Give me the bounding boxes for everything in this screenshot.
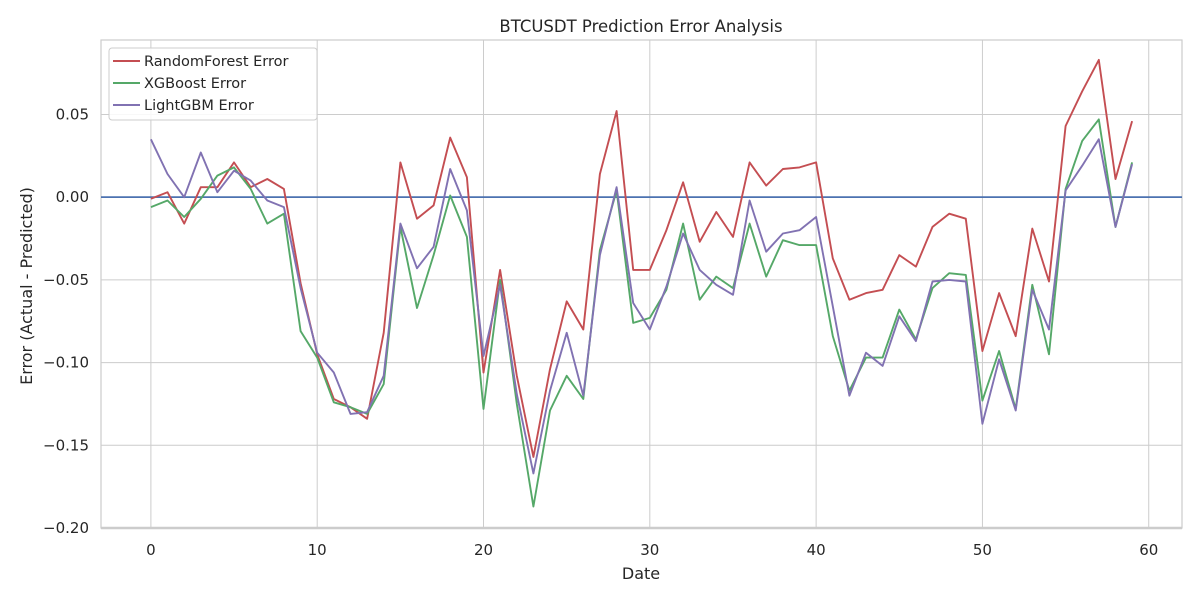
y-tick-label: −0.15 — [43, 436, 89, 454]
x-tick-label: 20 — [474, 541, 493, 559]
legend-entry-label: XGBoost Error — [144, 76, 246, 92]
y-tick-label: −0.20 — [43, 519, 89, 537]
x-tick-label: 40 — [807, 541, 826, 559]
y-tick-label: 0.00 — [56, 188, 89, 206]
legend-box — [108, 47, 318, 121]
y-axis-label: Error (Actual - Predicted) — [17, 187, 36, 385]
series-line-xgboost-error — [150, 118, 1134, 508]
y-tick-label: −0.10 — [43, 354, 89, 372]
legend: RandomForest Error XGBoost Error LightGBM … — [108, 47, 318, 121]
legend-entry-label: LightGBM Error — [144, 98, 254, 114]
x-axis-label: Date — [622, 564, 660, 583]
plot-area: 0 10 20 30 40 50 60 −0.20 −0.15 −0.10 −0.05 0.00 0.0… — [43, 39, 1183, 559]
x-tick-label: 30 — [640, 541, 659, 559]
x-tick-label: 0 — [146, 541, 156, 559]
x-tick-label: 60 — [1139, 541, 1158, 559]
y-tick-label: 0.05 — [56, 105, 89, 123]
chart-title: BTCUSDT Prediction Error Analysis — [499, 17, 782, 36]
x-tick-label: 10 — [308, 541, 327, 559]
y-tick-label: −0.05 — [43, 271, 89, 289]
legend-entry-label: RandomForest Error — [144, 54, 289, 70]
x-tick-label: 50 — [973, 541, 992, 559]
series-line-lightgbm-error — [150, 138, 1134, 475]
